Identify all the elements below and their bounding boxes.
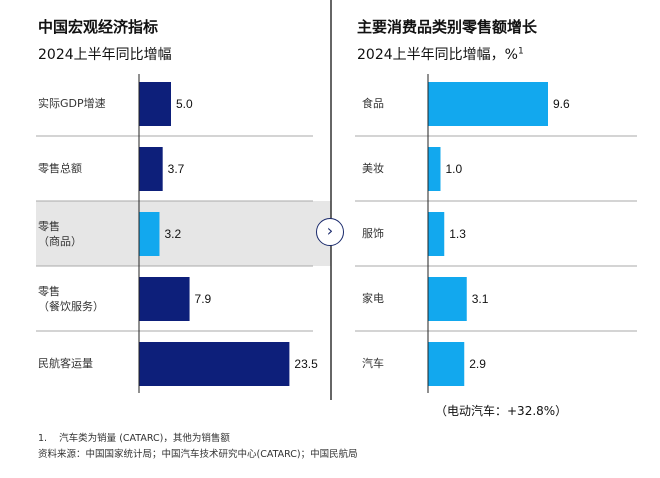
data-label: 1.0: [445, 162, 463, 176]
category-label: 零售 （商品）: [38, 219, 82, 248]
bar-1-0: [428, 82, 548, 126]
category-label: 食品: [362, 97, 384, 110]
data-label: 7.9: [194, 292, 212, 306]
category-label: 家电: [362, 292, 384, 305]
category-label: 民航客运量: [38, 357, 93, 370]
data-label: 3.7: [167, 162, 185, 176]
data-label: 2.9: [469, 357, 486, 371]
left-chart-subtitle: 2024上半年同比增幅: [38, 47, 172, 63]
bar-1-4: [428, 342, 465, 386]
category-label: 零售总额: [38, 162, 82, 175]
bar-1-1: [428, 147, 441, 191]
category-label: 服饰: [362, 227, 384, 240]
data-label: 23.5: [294, 357, 318, 371]
data-label: 5.0: [176, 97, 193, 111]
footnote-1: 1. 汽车类为销量 (CATARC)，其他为销售额: [38, 433, 230, 444]
category-label: 汽车: [362, 357, 384, 370]
bar-0-4: [139, 342, 290, 386]
bar-1-3: [428, 277, 467, 321]
data-label: 9.6: [553, 97, 570, 111]
category-label: 实际GDP增速: [38, 97, 106, 110]
right-chart-title: 主要消费品类别零售额增长: [357, 18, 538, 36]
data-label: 3.2: [164, 227, 182, 241]
left-chart-title: 中国宏观经济指标: [38, 18, 159, 36]
bar-0-3: [139, 277, 190, 321]
category-label: 零售 （餐饮服务）: [38, 284, 104, 313]
ev-annotation: （电动汽车：+32.8%）: [435, 404, 568, 418]
category-label: 美妆: [362, 162, 384, 175]
right-chart-subtitle: 2024上半年同比增幅，%1: [357, 46, 524, 63]
data-label: 1.3: [449, 227, 466, 241]
bar-0-0: [139, 82, 171, 126]
data-label: 3.1: [471, 292, 489, 306]
bar-0-2: [139, 212, 160, 256]
chevron-right-icon: ›: [326, 221, 334, 240]
next-button[interactable]: ›: [316, 218, 344, 246]
bar-1-2: [428, 212, 445, 256]
source-note: 资料来源：中国国家统计局；中国汽车技术研究中心(CATARC)；中国民航局: [38, 449, 358, 460]
highlight-band: [36, 201, 331, 266]
bar-0-1: [139, 147, 163, 191]
